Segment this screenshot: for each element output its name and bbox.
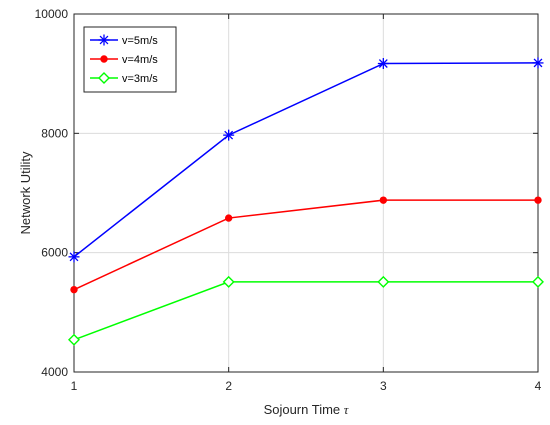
data-point bbox=[532, 275, 544, 288]
legend: v=5m/s v=4m/s v=3m/s bbox=[83, 26, 177, 93]
data-point-stroke bbox=[224, 130, 234, 140]
series-line bbox=[73, 62, 539, 258]
data-point bbox=[98, 34, 110, 46]
data-point bbox=[70, 285, 78, 294]
data-point bbox=[377, 58, 389, 70]
data-point bbox=[222, 275, 235, 288]
axes-box bbox=[73, 13, 539, 373]
data-point bbox=[98, 72, 110, 84]
data-point bbox=[68, 333, 80, 346]
data-point bbox=[223, 129, 235, 141]
data-point bbox=[379, 196, 388, 204]
x-axis-label: Sojourn Time τ bbox=[264, 402, 350, 417]
data-point bbox=[68, 251, 80, 263]
x-tick-label: 2 bbox=[225, 379, 232, 393]
series-3 bbox=[68, 275, 544, 346]
x-tick-label: 3 bbox=[380, 379, 387, 393]
legend-label: v=4m/s bbox=[122, 54, 158, 66]
y-axis-label: Network Utility bbox=[18, 151, 33, 235]
legend-item: v=3m/s bbox=[90, 72, 158, 85]
data-point bbox=[224, 214, 233, 222]
data-point bbox=[532, 57, 544, 69]
y-tick-label: 8000 bbox=[41, 126, 68, 140]
series-line bbox=[73, 281, 538, 341]
data-point-stroke bbox=[99, 35, 109, 45]
series-2 bbox=[70, 196, 542, 294]
data-point bbox=[534, 196, 542, 204]
x-tick-label: 4 bbox=[535, 379, 542, 393]
y-tick-label: 10000 bbox=[35, 7, 69, 21]
series-1 bbox=[68, 57, 544, 263]
data-point-stroke bbox=[69, 252, 79, 262]
legend-item: v=4m/s bbox=[90, 54, 158, 66]
data-point-stroke bbox=[533, 58, 543, 68]
x-axis-symbol: τ bbox=[344, 402, 350, 417]
legend-item: v=5m/s bbox=[90, 34, 158, 47]
data-point-stroke bbox=[378, 59, 388, 68]
data-point bbox=[377, 275, 390, 288]
legend-label: v=3m/s bbox=[122, 73, 158, 85]
data-point bbox=[100, 55, 108, 63]
legend-label: v=5m/s bbox=[122, 35, 158, 47]
x-tick-label: 1 bbox=[71, 379, 78, 393]
y-tick-label: 6000 bbox=[41, 246, 68, 260]
y-tick-label: 4000 bbox=[41, 365, 68, 379]
series-line bbox=[73, 199, 538, 291]
